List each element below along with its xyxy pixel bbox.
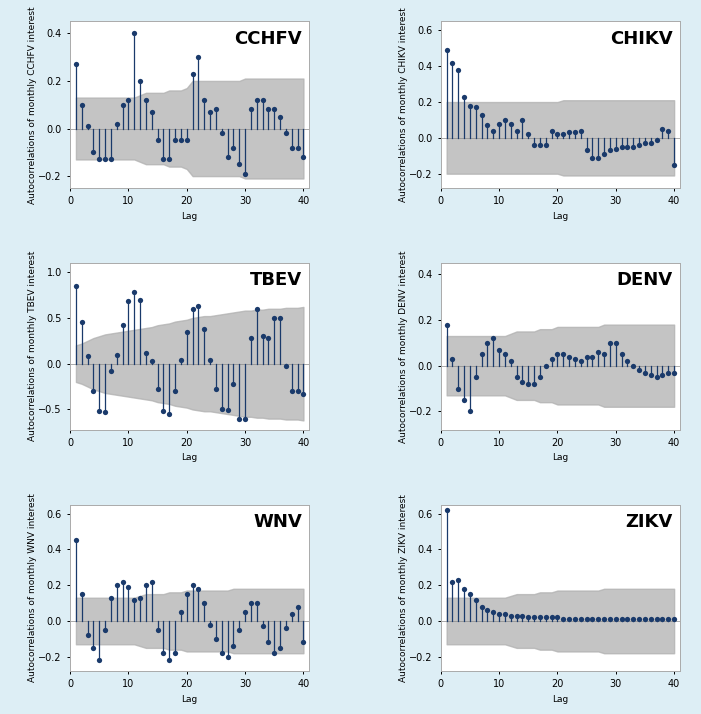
- X-axis label: Lag: Lag: [182, 695, 198, 704]
- X-axis label: Lag: Lag: [182, 453, 198, 463]
- Text: WNV: WNV: [253, 513, 302, 531]
- Y-axis label: Autocorrelations of monthly DENV interest: Autocorrelations of monthly DENV interes…: [399, 250, 407, 443]
- Y-axis label: Autocorrelations of monthly ZIKV interest: Autocorrelations of monthly ZIKV interes…: [399, 494, 407, 682]
- X-axis label: Lag: Lag: [552, 453, 569, 463]
- X-axis label: Lag: Lag: [552, 695, 569, 704]
- Y-axis label: Autocorrelations of monthly WNV interest: Autocorrelations of monthly WNV interest: [28, 493, 37, 683]
- X-axis label: Lag: Lag: [182, 212, 198, 221]
- X-axis label: Lag: Lag: [552, 212, 569, 221]
- Text: DENV: DENV: [617, 271, 673, 289]
- Y-axis label: Autocorrelations of monthly CHIKV interest: Autocorrelations of monthly CHIKV intere…: [399, 7, 407, 202]
- Text: TBEV: TBEV: [250, 271, 302, 289]
- Text: ZIKV: ZIKV: [625, 513, 673, 531]
- Y-axis label: Autocorrelations of monthly TBEV interest: Autocorrelations of monthly TBEV interes…: [28, 251, 37, 441]
- Y-axis label: Autocorrelations of monthly CCHFV interest: Autocorrelations of monthly CCHFV intere…: [28, 6, 37, 203]
- Text: CHIKV: CHIKV: [610, 30, 673, 48]
- Text: CCHFV: CCHFV: [234, 30, 302, 48]
